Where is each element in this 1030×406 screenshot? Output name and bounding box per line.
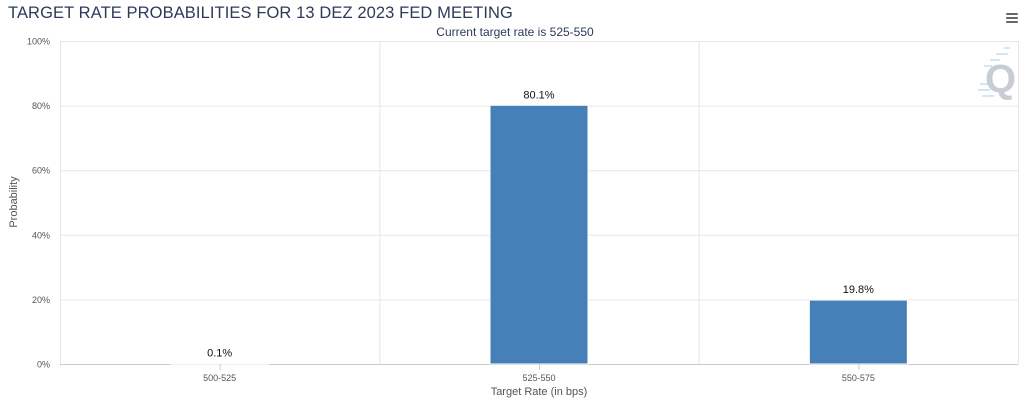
x-axis-ticks: 500-525 525-550 550-575 xyxy=(203,364,875,383)
watermark-q: Q xyxy=(985,57,1016,101)
chart-subtitle: Current target rate is 525-550 xyxy=(436,25,594,39)
bar-550-575 xyxy=(808,299,908,365)
data-label: 19.8% xyxy=(843,284,874,296)
data-label: 0.1% xyxy=(207,348,232,360)
y-tick-label: 40% xyxy=(32,230,50,240)
y-axis-ticks: 0% 20% 40% 60% 80% 100% xyxy=(27,37,50,370)
bars xyxy=(170,104,908,365)
y-tick-label: 60% xyxy=(32,166,50,176)
y-tick-label: 100% xyxy=(27,37,50,47)
y-tick-label: 80% xyxy=(32,101,50,111)
y-tick-label: 0% xyxy=(37,360,50,370)
chart-title: TARGET RATE PROBABILITIES FOR 13 DEZ 202… xyxy=(8,4,513,22)
x-axis-title: Target Rate (in bps) xyxy=(491,386,588,398)
watermark-logo: Q xyxy=(978,47,1016,101)
data-label: 80.1% xyxy=(523,89,554,101)
data-labels: 0.1% 80.1% 19.8% xyxy=(207,89,874,359)
bar-525-550 xyxy=(489,104,589,365)
y-tick-label: 20% xyxy=(32,295,50,305)
x-tick-label: 525-550 xyxy=(522,373,555,383)
hamburger-menu-icon[interactable] xyxy=(1006,13,1018,23)
x-tick-label: 550-575 xyxy=(842,373,875,383)
x-tick-label: 500-525 xyxy=(203,373,236,383)
y-axis-title: Probability xyxy=(8,176,20,228)
